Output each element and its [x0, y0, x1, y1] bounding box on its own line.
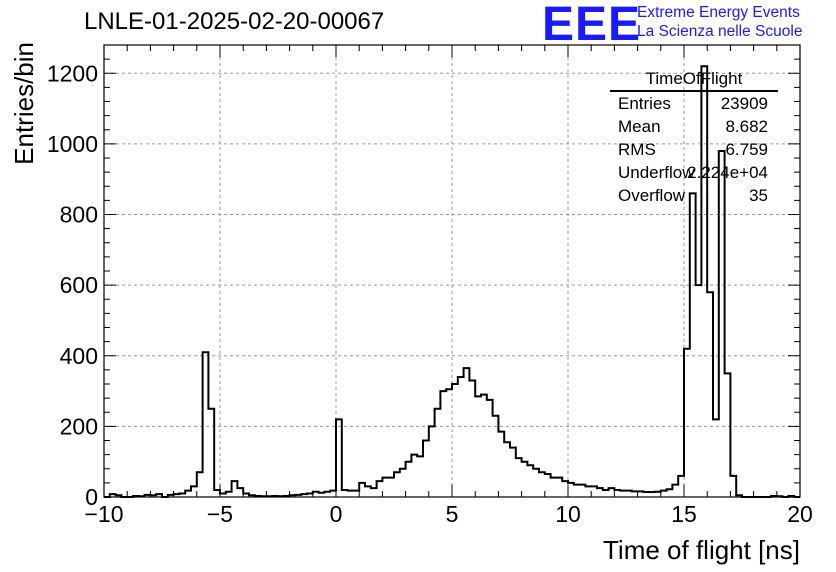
- x-tick-label: 10: [555, 501, 581, 527]
- stats-key: Entries: [618, 94, 671, 113]
- logo-line-1: Extreme Energy Events: [637, 4, 800, 21]
- y-tick-label: 1200: [47, 60, 98, 86]
- stats-box: TimeOfFlight Entries 23909 Mean 8.682 RM…: [610, 68, 778, 207]
- y-tick-label: 600: [60, 272, 98, 298]
- y-tick-label: 0: [85, 484, 98, 510]
- stats-row-underflow: Underflow 2.224e+04: [610, 161, 778, 184]
- x-tick-label: −5: [207, 501, 233, 527]
- stats-value: 2.224e+04: [687, 163, 768, 182]
- stats-key: Mean: [618, 117, 661, 136]
- y-tick-label: 200: [60, 413, 98, 439]
- stats-row-entries: Entries 23909: [610, 92, 778, 115]
- plot-title: LNLE-01-2025-02-20-00067: [84, 8, 385, 35]
- stats-row-overflow: Overflow 35: [610, 184, 778, 207]
- stats-row-mean: Mean 8.682: [610, 115, 778, 138]
- eee-logo: EEE: [542, 0, 642, 51]
- stats-value: 6.759: [725, 140, 768, 159]
- stats-value: 8.682: [725, 117, 768, 136]
- x-tick-label: 15: [671, 501, 697, 527]
- logo-line-2: La Scienza nelle Scuole: [637, 23, 803, 40]
- x-tick-label: 5: [446, 501, 459, 527]
- stats-row-rms: RMS 6.759: [610, 138, 778, 161]
- stats-key: Overflow: [618, 186, 686, 205]
- eee-logo-caption: Extreme Energy Events La Scienza nelle S…: [637, 3, 802, 41]
- y-tick-label: 800: [60, 202, 98, 228]
- stats-key: Underflow: [618, 163, 695, 182]
- stats-value: 35: [749, 186, 768, 205]
- y-tick-label: 400: [60, 343, 98, 369]
- x-axis-label: Time of flight [ns]: [603, 535, 800, 565]
- y-tick-label: 1000: [47, 131, 98, 157]
- y-axis-label: Entries/bin: [9, 42, 39, 165]
- stats-title: TimeOfFlight: [610, 68, 778, 92]
- stats-key: RMS: [618, 140, 656, 159]
- x-tick-label: −10: [84, 501, 123, 527]
- x-tick-label: 0: [330, 501, 343, 527]
- x-tick-label: 20: [787, 501, 813, 527]
- stats-value: 23909: [720, 94, 768, 113]
- histogram-line: [104, 65, 800, 498]
